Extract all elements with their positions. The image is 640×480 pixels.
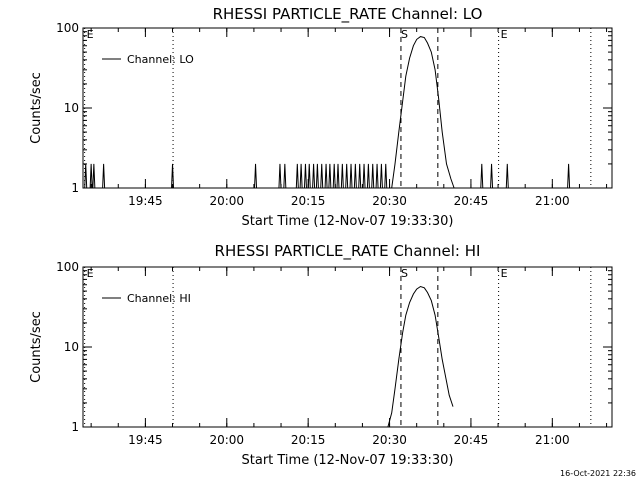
marker-label-e: E (501, 267, 508, 280)
data-spike (324, 163, 328, 189)
data-spike (379, 163, 383, 189)
x-tick-label: 20:00 (209, 433, 244, 447)
marker-label-e: E (87, 28, 94, 41)
data-spike (480, 163, 484, 189)
x-tick-label: 21:00 (535, 194, 570, 208)
footer-timestamp: 16-Oct-2021 22:36 (560, 469, 636, 478)
x-tick-label: 20:30 (372, 194, 407, 208)
x-tick-label: 20:30 (372, 433, 407, 447)
data-spike (89, 163, 93, 189)
data-spike (84, 163, 88, 189)
data-spike (307, 163, 311, 189)
marker-label-s: S (401, 28, 408, 41)
panel-lo: RHESSI PARTICLE_RATE Channel: LO 1 10 100 19… (29, 5, 613, 229)
data-spike (358, 163, 362, 189)
data-spike (315, 163, 319, 189)
data-spike (320, 163, 324, 189)
data-spike (375, 163, 379, 189)
data-spike (278, 163, 282, 189)
data-spike (299, 163, 303, 189)
data-spike (332, 163, 336, 189)
x-tick-label: 20:45 (454, 433, 489, 447)
legend-label: Channel: HI (127, 292, 191, 305)
panel-hi: RHESSI PARTICLE_RATE Channel: HI 1 10 100 19… (29, 242, 613, 468)
y-axis-label: Counts/sec (29, 72, 44, 144)
data-spike (384, 163, 388, 189)
data-spike (92, 163, 96, 189)
y-tick-label: 100 (56, 21, 79, 35)
data-spike (567, 163, 571, 189)
data-spike (254, 163, 258, 189)
marker-label-e: E (87, 267, 94, 280)
y-tick-label: 1 (71, 420, 79, 434)
data-spike (353, 163, 357, 189)
data-spike (362, 163, 366, 189)
y-tick-label: 10 (64, 340, 79, 354)
marker-label-e: E (501, 28, 508, 41)
data-spike (336, 163, 340, 189)
y-tick-label: 1 (71, 181, 79, 195)
chart-title: RHESSI PARTICLE_RATE Channel: HI (215, 242, 481, 261)
y-tick-label: 100 (56, 260, 79, 274)
x-tick-label: 21:00 (535, 433, 570, 447)
y-tick-label: 10 (64, 101, 79, 115)
data-spike (171, 163, 175, 189)
chart-title: RHESSI PARTICLE_RATE Channel: LO (213, 5, 483, 24)
x-tick-label: 20:45 (454, 194, 489, 208)
data-spike (340, 163, 344, 189)
data-spike (371, 163, 375, 189)
x-tick-label: 20:00 (209, 194, 244, 208)
data-spike (349, 163, 353, 189)
x-tick-label: 20:15 (291, 194, 326, 208)
plot-frame (82, 266, 613, 428)
marker-label-s: S (401, 267, 408, 280)
data-spike (312, 163, 316, 189)
data-series-line (391, 36, 455, 189)
x-axis-label: Start Time (12-Nov-07 19:33:30) (242, 453, 454, 468)
data-spike (505, 163, 509, 189)
x-axis-label: Start Time (12-Nov-07 19:33:30) (242, 214, 454, 229)
data-spike (102, 163, 106, 189)
data-spike (283, 163, 287, 189)
data-spike (490, 163, 494, 189)
x-tick-label: 19:45 (128, 433, 163, 447)
data-spike (345, 163, 349, 189)
data-spike (328, 163, 332, 189)
plot-frame (82, 27, 613, 189)
legend-label: Channel: LO (127, 53, 194, 66)
x-tick-label: 19:45 (128, 194, 163, 208)
data-spike (366, 163, 370, 189)
data-spike (295, 163, 299, 189)
data-series-line (387, 285, 454, 428)
y-axis-label: Counts/sec (29, 311, 44, 383)
x-tick-label: 20:15 (291, 433, 326, 447)
data-spike (303, 163, 307, 189)
